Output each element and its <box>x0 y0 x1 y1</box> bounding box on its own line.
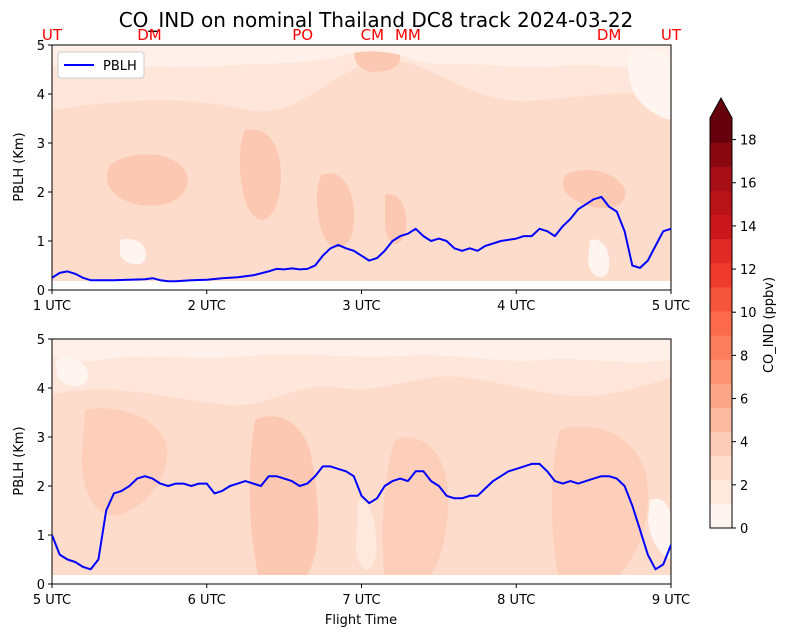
bottom-y-tick-label: 0 <box>37 578 45 593</box>
bottom-y-tick-label: 2 <box>37 480 45 495</box>
colorbar-tick-label: 16 <box>740 177 757 192</box>
bottom-pblh-line <box>52 462 671 571</box>
top-series-layer <box>52 195 671 283</box>
site-label: DM <box>137 26 162 44</box>
colorbar-band <box>710 214 732 240</box>
colorbar-band <box>710 262 732 288</box>
bottom-x-tick-label: 7 UTC <box>342 593 380 608</box>
colorbar-band <box>710 479 732 505</box>
colorbar-tick-label: 0 <box>740 522 748 537</box>
top-contour-fill <box>52 45 671 290</box>
bottom-panel: 0 1 2 3 4 5 5 UTC 6 UTC 7 UTC 8 UTC 9 UTC PBLH (Km… <box>12 333 690 628</box>
bottom-contour-fill <box>52 339 671 584</box>
colorbar-band <box>710 166 732 191</box>
bottom-x-tick-label: 8 UTC <box>497 593 535 608</box>
colorbar-outline <box>709 96 733 529</box>
bottom-y-tick-label: 3 <box>37 431 45 446</box>
colorbar-band <box>710 335 732 360</box>
top-x-tick-label: 3 UTC <box>342 299 380 314</box>
colorbar-band <box>710 383 732 408</box>
colorbar-band <box>710 431 732 457</box>
top-axes: 0 1 2 3 4 5 1 UTC 2 UTC 3 UTC 4 UTC 5 UTC <box>33 39 690 314</box>
colorbar-tick-label: 12 <box>740 263 757 278</box>
site-label: DM <box>597 26 622 44</box>
colorbar: 0 2 4 6 8 10 12 14 16 18 CO_IND (ppbv) <box>709 96 777 537</box>
site-labels: UT DM PO CM MM DM UT <box>42 26 682 44</box>
colorbar-band <box>710 359 732 384</box>
site-label: CM <box>361 26 384 44</box>
colorbar-band <box>710 238 732 264</box>
bottom-y-tick-label: 4 <box>37 382 45 397</box>
top-panel: 0 1 2 3 4 5 1 UTC 2 UTC 3 UTC 4 UTC 5 UTC UT DM PO CM… <box>12 26 690 314</box>
colorbar-band <box>710 407 732 433</box>
bottom-x-tick-label: 6 UTC <box>188 593 226 608</box>
colorbar-band <box>710 286 732 312</box>
site-label: UT <box>42 26 63 44</box>
colorbar-tick-label: 8 <box>740 349 748 364</box>
top-pblh-line <box>52 195 671 283</box>
site-label: MM <box>395 26 421 44</box>
colorbar-band <box>710 310 732 336</box>
colorbar-tick-label: 6 <box>740 393 748 408</box>
colorbar-tick-label: 2 <box>740 479 748 494</box>
top-y-tick-label: 4 <box>37 88 45 103</box>
top-y-tick-label: 0 <box>37 284 45 299</box>
colorbar-tick-label: 18 <box>740 134 757 149</box>
top-y-tick-label: 3 <box>37 137 45 152</box>
site-label: UT <box>661 26 682 44</box>
bottom-axes: 0 1 2 3 4 5 5 UTC 6 UTC 7 UTC 8 UTC 9 UTC <box>33 333 690 608</box>
colorbar-extend-arrow <box>710 98 732 118</box>
top-x-tick-label: 4 UTC <box>497 299 535 314</box>
top-x-tick-label: 2 UTC <box>188 299 226 314</box>
colorbar-band <box>710 118 732 143</box>
colorbar-band <box>710 503 732 529</box>
colorbar-band <box>710 142 732 167</box>
colorbar-tick-label: 14 <box>740 220 757 235</box>
legend: PBLH <box>57 51 145 79</box>
top-x-tick-label: 5 UTC <box>652 299 690 314</box>
legend-box <box>57 51 145 79</box>
bottom-y-tick-label: 1 <box>37 529 45 544</box>
top-y-tick-label: 5 <box>37 39 45 54</box>
bottom-series-layer <box>52 462 671 571</box>
colorbar-ticks: 0 2 4 6 8 10 12 14 16 18 <box>732 134 757 537</box>
x-axis-label: Flight Time <box>325 613 397 628</box>
colorbar-tick-label: 10 <box>740 306 757 321</box>
top-y-tick-label: 2 <box>37 186 45 201</box>
legend-label-pblh: PBLH <box>103 59 137 74</box>
colorbar-bands <box>709 96 733 529</box>
bottom-x-tick-label: 9 UTC <box>652 593 690 608</box>
bottom-y-axis-label: PBLH (Km) <box>12 426 27 495</box>
top-y-axis-label: PBLH (Km) <box>12 132 27 201</box>
bottom-x-tick-label: 5 UTC <box>33 593 71 608</box>
colorbar-band <box>710 455 732 481</box>
site-label: PO <box>292 26 313 44</box>
colorbar-band <box>710 190 732 215</box>
top-x-tick-label: 1 UTC <box>33 299 71 314</box>
bottom-y-tick-label: 5 <box>37 333 45 348</box>
chart-title: CO_IND on nominal Thailand DC8 track 202… <box>119 8 634 32</box>
colorbar-tick-label: 4 <box>740 436 748 451</box>
colorbar-label: CO_IND (ppbv) <box>762 277 777 373</box>
top-y-tick-label: 1 <box>37 235 45 250</box>
